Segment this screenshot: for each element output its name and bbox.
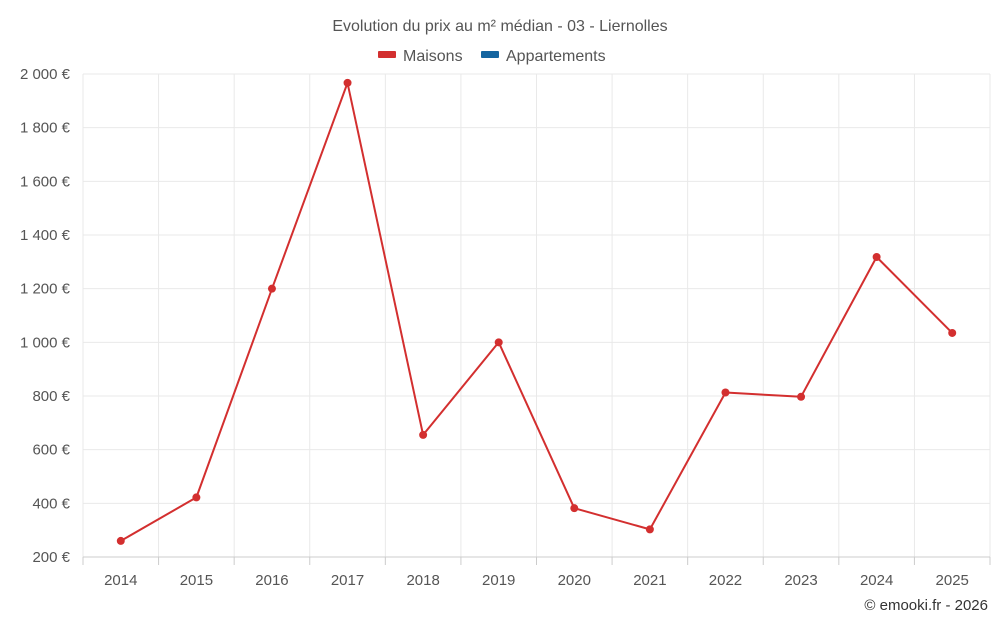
data-point-maisons-2014[interactable] (116, 536, 125, 545)
y-tick-label: 2 000 € (20, 66, 71, 83)
x-tick-label: 2019 (482, 572, 515, 589)
y-tick-label: 1 400 € (20, 227, 71, 244)
data-point-maisons-2021[interactable] (645, 525, 654, 534)
x-tick-label: 2022 (709, 572, 742, 589)
legend-swatch-maisons (378, 51, 396, 58)
y-tick-label: 1 600 € (20, 173, 71, 190)
data-point-maisons-2020[interactable] (570, 504, 579, 513)
legend-label-appartements: Appartements (506, 48, 606, 65)
data-point-maisons-2019[interactable] (494, 338, 503, 347)
x-tick-label: 2020 (558, 572, 591, 589)
data-point-maisons-2016[interactable] (267, 284, 276, 293)
x-tick-label: 2023 (784, 572, 817, 589)
data-point-maisons-2023[interactable] (797, 392, 806, 401)
legend-item-appartements[interactable]: Appartements (481, 48, 606, 65)
x-tick-label: 2016 (255, 572, 288, 589)
axes: 200 € 400 € 600 € 800 € 1 000 € 1 200 € 1 400 … (20, 66, 991, 589)
series-line-maisons (120, 81, 953, 542)
y-tick-label: 600 € (32, 442, 70, 459)
x-tick-label: 2024 (860, 572, 893, 589)
data-point-maisons-2025[interactable] (948, 328, 957, 337)
x-tick-label: 2018 (406, 572, 439, 589)
legend-item-maisons[interactable]: Maisons (378, 48, 463, 65)
y-tick-label: 200 € (32, 549, 70, 566)
credit-text: © emooki.fr - 2026 (864, 597, 988, 614)
legend-swatch-appartements (481, 51, 499, 58)
x-tick-label: 2021 (633, 572, 666, 589)
gridlines (82, 73, 991, 557)
x-tick-label: 2014 (104, 572, 137, 589)
x-tick-label: 2025 (936, 572, 969, 589)
y-tick-label: 800 € (32, 388, 70, 405)
chart-title: Evolution du prix au m² médian - 03 - Li… (332, 18, 667, 35)
series-layer (116, 78, 957, 545)
x-tick-label: 2015 (180, 572, 213, 589)
legend: Maisons Appartements (378, 48, 606, 65)
data-point-maisons-2018[interactable] (419, 430, 428, 439)
data-point-maisons-2022[interactable] (721, 388, 730, 397)
data-point-maisons-2015[interactable] (192, 493, 201, 502)
x-tick-label: 2017 (331, 572, 364, 589)
y-tick-label: 1 000 € (20, 334, 71, 351)
legend-label-maisons: Maisons (403, 48, 463, 65)
y-tick-label: 1 200 € (20, 281, 71, 298)
data-point-maisons-2017[interactable] (343, 78, 352, 87)
y-tick-label: 1 800 € (20, 120, 71, 137)
y-tick-label: 400 € (32, 495, 70, 512)
data-point-maisons-2024[interactable] (872, 253, 881, 262)
